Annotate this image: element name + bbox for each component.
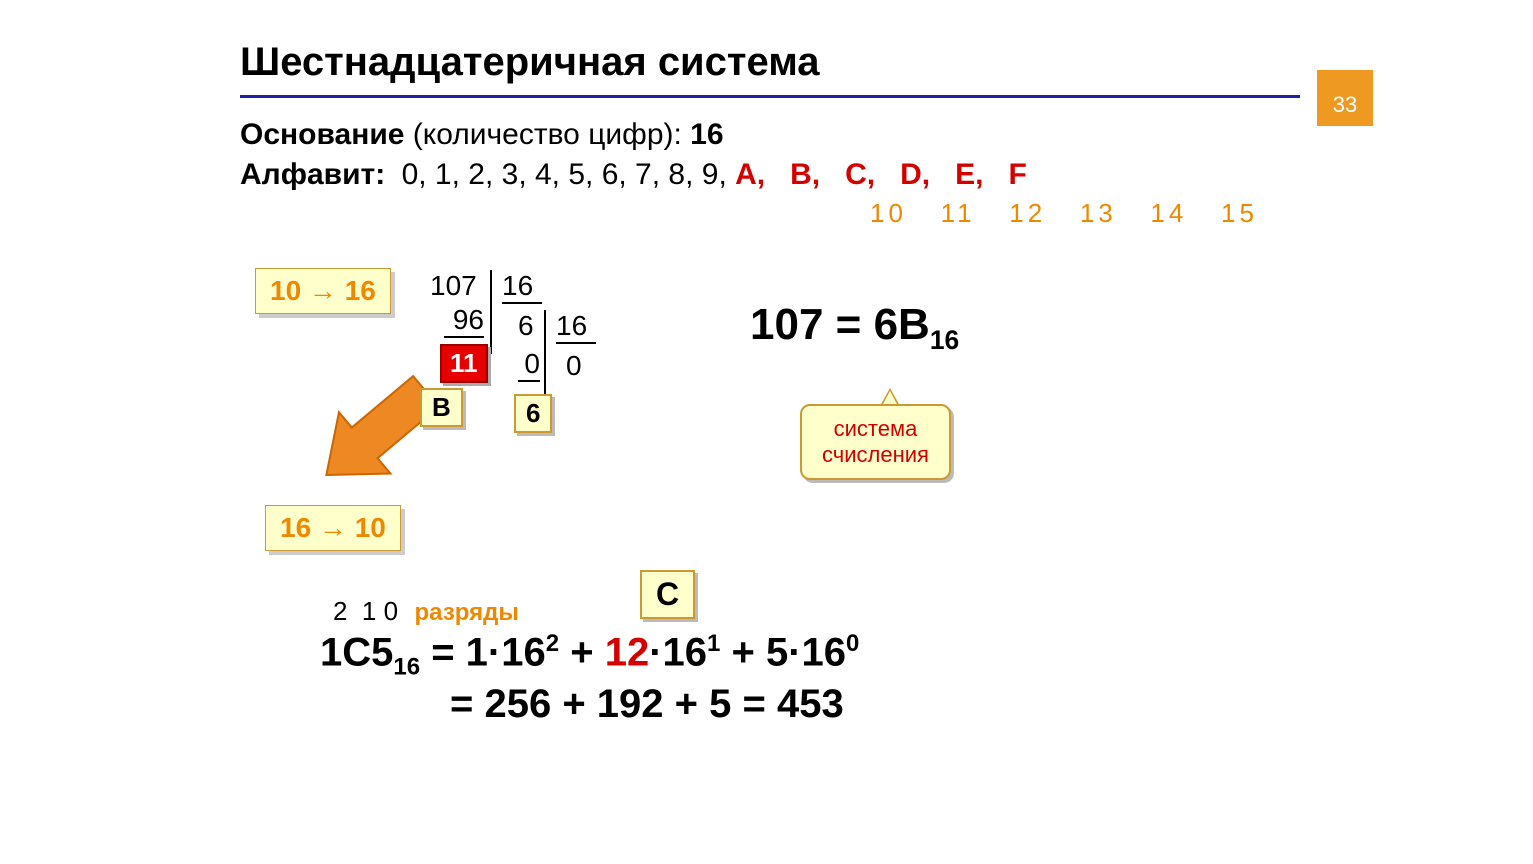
- alphabet-digits: 0, 1, 2, 3, 4, 5, 6, 7, 8, 9,: [402, 158, 736, 191]
- alphabet-letters: A, B, C, D, E, F: [735, 158, 1027, 191]
- page-number-badge: 33: [1317, 70, 1373, 126]
- div-divisor-1: 16: [502, 270, 542, 304]
- exp-t1a: = 1·16: [420, 630, 546, 674]
- expansion-block: 2 1 0 разряды: [325, 596, 519, 627]
- title-rule: [240, 95, 1300, 98]
- div-sub-1: 96: [444, 304, 484, 338]
- c-label-box: C: [640, 570, 695, 619]
- exp-t1d: + 5·16: [720, 630, 846, 674]
- slide: 33 Шестнадцатеричная система Основание (…: [0, 0, 1533, 864]
- exp-e2: 2: [546, 630, 559, 657]
- positions: 2 1 0: [333, 596, 398, 626]
- exp-hexnum: 1C5: [320, 630, 393, 674]
- base-value: 16: [690, 118, 723, 151]
- result-equation: 107 = 6B16: [750, 300, 959, 356]
- page-number: 33: [1333, 92, 1357, 118]
- badge-10-to-16: 10 → 16: [255, 268, 391, 314]
- alphabet-values: 10 11 12 13 14 15: [870, 198, 1533, 229]
- expansion-line-1: 1C516 = 1·162 + 12·161 + 5·160: [320, 630, 859, 681]
- div-quot-2: 0: [566, 350, 582, 382]
- callout-box: система счисления: [800, 404, 951, 480]
- result-lhs: 107: [750, 300, 823, 349]
- callout-line-2: счисления: [822, 442, 929, 468]
- b-label-box: B: [420, 388, 463, 427]
- exp-e0: 0: [846, 630, 859, 657]
- expansion-line-2: = 256 + 192 + 5 = 453: [450, 682, 844, 727]
- div-bar-2: [544, 310, 556, 394]
- exp-twelve: 12: [605, 630, 650, 674]
- exp-e1: 1: [707, 630, 720, 657]
- base-label: Основание: [240, 118, 404, 151]
- div-bar-1: [490, 270, 502, 354]
- result-eq: =: [823, 300, 873, 349]
- result-rhs: 6B: [874, 300, 930, 349]
- exp-t1c: ·16: [649, 630, 707, 674]
- badge-16-to-10: 16 → 10: [265, 505, 401, 551]
- alphabet-label: Алфавит:: [240, 158, 385, 191]
- orange-arrow-icon: [280, 340, 480, 520]
- exp-t1b: +: [559, 630, 605, 674]
- positions-label: разряды: [415, 599, 519, 626]
- div-sub-2: 0: [518, 348, 540, 382]
- div-divisor-2: 16: [556, 310, 596, 344]
- result-sub: 16: [930, 325, 959, 355]
- callout-line-1: система: [822, 416, 929, 442]
- base-paren: (количество цифр):: [404, 118, 690, 151]
- div-dividend-1: 107: [430, 270, 477, 302]
- div-rem-2-box: 6: [514, 394, 552, 433]
- exp-sub: 16: [393, 653, 420, 680]
- div-quot-1: 6: [518, 310, 534, 342]
- alphabet-line: Алфавит: 0, 1, 2, 3, 4, 5, 6, 7, 8, 9, A…: [240, 158, 1533, 192]
